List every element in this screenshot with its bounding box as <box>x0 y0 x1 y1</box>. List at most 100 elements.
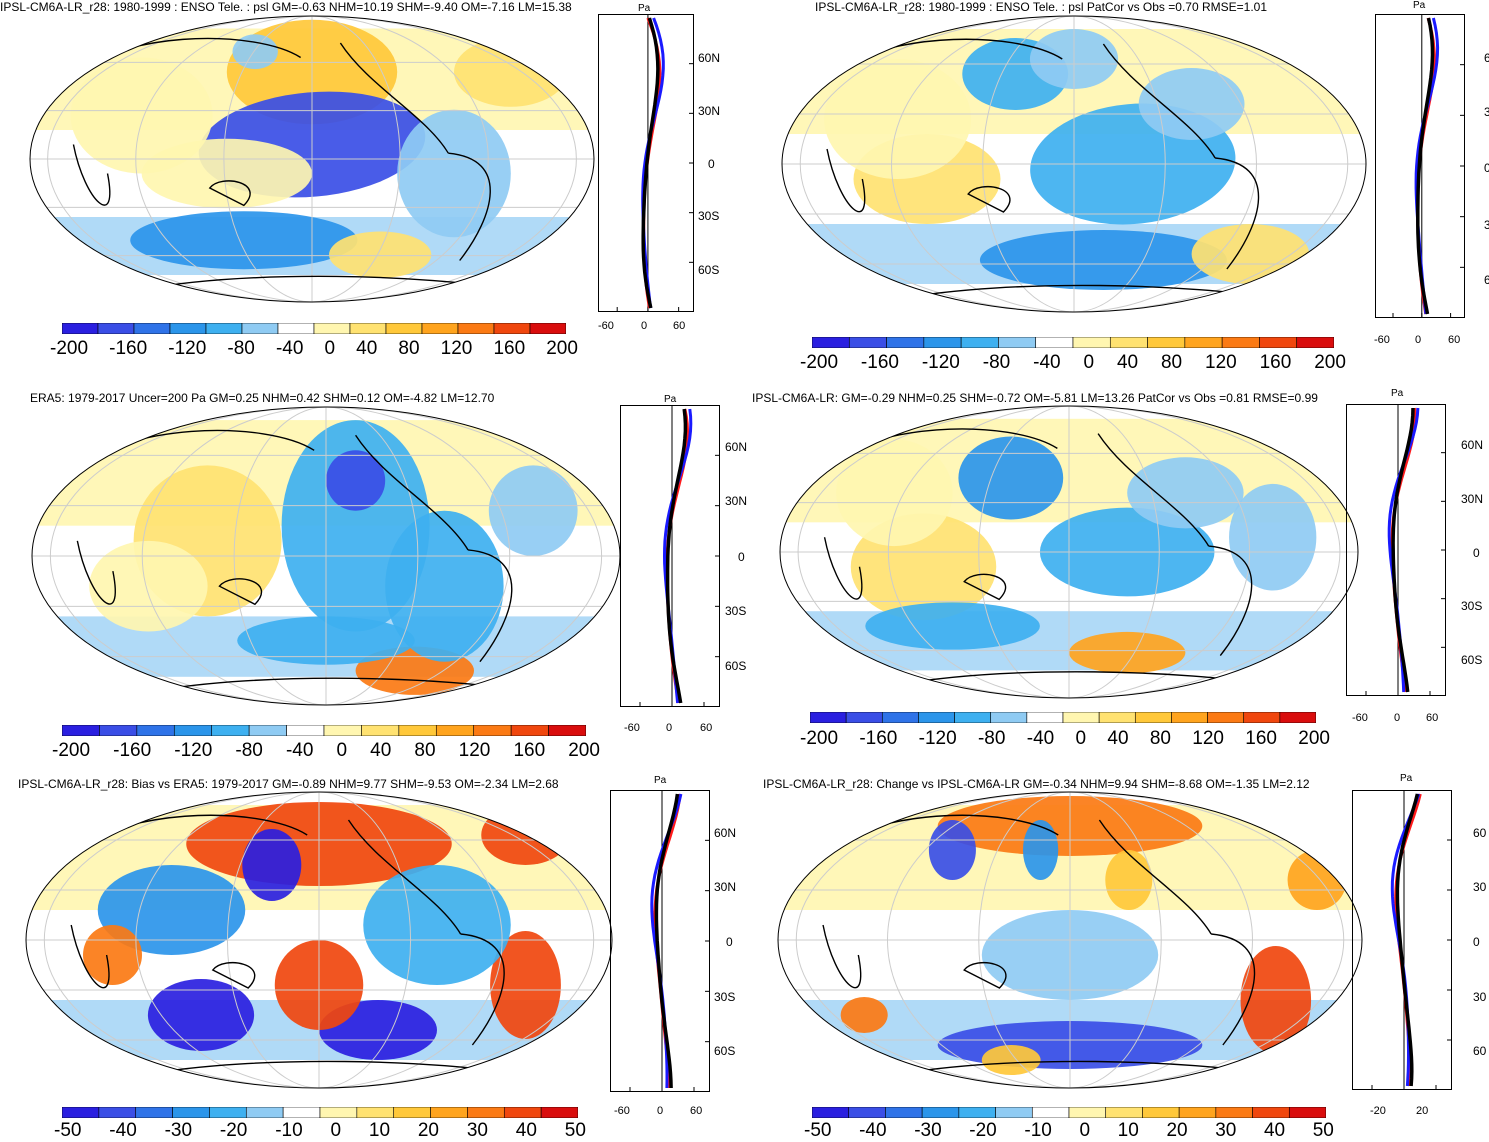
colorbar-swatch <box>1259 337 1298 348</box>
x-tick: 60 <box>690 1105 703 1117</box>
colorbar-label: 30 <box>1215 1120 1237 1141</box>
colorbar-label: -80 <box>982 352 1011 373</box>
map-field <box>1022 820 1059 880</box>
colorbar-label: -160 <box>860 352 899 373</box>
coastline <box>822 924 862 989</box>
colorbar-label: -40 <box>109 1120 137 1141</box>
colorbar-swatch <box>1109 337 1148 348</box>
lat-label: 30S <box>698 209 720 223</box>
coastline <box>72 144 111 206</box>
colorbar-label: 10 <box>368 1120 391 1141</box>
colorbar-swatch <box>323 725 362 736</box>
colorbar-label: -120 <box>174 740 213 761</box>
units-label: Pa <box>1391 388 1404 399</box>
map-field <box>83 925 142 985</box>
colorbar-labels: -200 -160 -120 -80 -40 0 40 80 120 160 200 <box>50 338 578 360</box>
colorbar-swatch <box>1105 1107 1143 1118</box>
graticule-line <box>887 792 1253 1088</box>
colorbar-label: 0 <box>330 1120 342 1141</box>
map-field <box>928 820 976 880</box>
colorbar-swatch <box>245 1107 284 1118</box>
colorbar-label: 40 <box>1263 1120 1286 1141</box>
colorbar-label: -80 <box>977 728 1006 749</box>
x-tick: 60 <box>700 722 713 734</box>
colorbar-label: 160 <box>493 338 526 359</box>
colorbar-label: 0 <box>1083 352 1095 373</box>
zonal-profile <box>1375 14 1465 318</box>
colorbar-swatch <box>356 1107 395 1118</box>
colorbar-swatch <box>810 712 847 723</box>
colorbar-swatch <box>845 712 883 723</box>
colorbar-swatch <box>918 712 955 723</box>
map-field <box>865 602 1040 650</box>
colorbar-swatch <box>98 1107 137 1118</box>
colorbar-label: -20 <box>969 1120 997 1141</box>
colorbar-swatch <box>62 725 100 736</box>
lat-label: 60S <box>698 263 720 277</box>
lat-label: 30N <box>698 104 721 118</box>
colorbar-label: -50 <box>54 1120 82 1141</box>
coastline <box>460 933 505 1046</box>
coastline <box>211 962 256 989</box>
colorbar-swatch <box>1178 1107 1217 1118</box>
colorbar-swatch <box>319 1107 358 1118</box>
map-field <box>363 865 511 985</box>
colorbar-label: 30 <box>466 1120 488 1141</box>
mean-profile-line <box>665 408 688 704</box>
coastline <box>1097 433 1210 547</box>
lat-label: 30 <box>1473 880 1487 894</box>
coastline <box>1215 157 1260 270</box>
colorbar-swatch <box>133 323 171 334</box>
colorbar-swatch <box>457 323 495 334</box>
lat-label: 30N <box>725 494 748 508</box>
colorbar-swatch <box>1068 1107 1107 1118</box>
colorbar-swatch <box>1035 337 1074 348</box>
colorbar-label: 80 <box>414 740 436 761</box>
colorbar-swatch <box>1207 712 1245 723</box>
colorbar-swatch <box>960 337 999 348</box>
colorbar-label: -40 <box>1026 728 1055 749</box>
lat-label: 3 <box>1484 218 1489 232</box>
colorbar-swatch <box>886 337 925 348</box>
colorbar-label: 40 <box>515 1120 537 1141</box>
colorbar-swatch <box>1243 712 1281 723</box>
x-tick: 0 <box>657 1105 664 1117</box>
map-border <box>781 15 1367 313</box>
graticule-line <box>223 16 401 302</box>
colorbar-swatch <box>1215 1107 1253 1118</box>
map-field <box>1105 850 1153 910</box>
colorbar-swatch <box>349 323 387 334</box>
colorbar-swatch <box>1147 337 1186 348</box>
colorbar-swatch <box>540 1107 578 1118</box>
coastline <box>218 578 263 606</box>
world-map <box>779 405 1359 699</box>
x-tick: 0 <box>666 722 673 734</box>
panel-title: IPSL-CM6A-LR_r28: Bias vs ERA5: 1979-201… <box>18 777 559 791</box>
lat-label: 3 <box>1484 105 1489 119</box>
panel-title: IPSL-CM6A-LR_r28: Change vs IPSL-CM6A-LR… <box>763 777 1310 791</box>
lat-label: 0 <box>738 550 745 564</box>
colorbar-swatch <box>62 323 99 334</box>
map-field <box>385 510 504 662</box>
graticule-line <box>799 16 1349 312</box>
lat-label: 60 <box>1473 1044 1487 1058</box>
colorbar-label: -30 <box>914 1120 942 1141</box>
colorbar-label: 40 <box>356 338 378 359</box>
coastline <box>1211 933 1256 1046</box>
lat-label: 60S <box>714 1044 736 1058</box>
colorbar-swatch <box>135 1107 173 1118</box>
world-map <box>777 791 1363 1089</box>
map-field <box>454 37 568 107</box>
colorbar-label: -200 <box>800 352 839 373</box>
colorbar-swatch <box>286 725 325 736</box>
zonal-profile <box>1346 404 1446 696</box>
graticule-line <box>795 792 1345 1088</box>
x-tick: -20 <box>1370 1105 1386 1117</box>
map-field <box>1240 946 1312 1054</box>
lat-label: 0 <box>708 157 715 171</box>
mean-profile-line <box>654 793 680 1089</box>
colorbar-labels: -200 -160 -120 -80 -40 0 40 80 120 160 200 <box>52 740 600 762</box>
colorbar-label: -80 <box>235 740 263 761</box>
colorbar-swatch <box>812 337 850 348</box>
coastline <box>1098 819 1212 935</box>
